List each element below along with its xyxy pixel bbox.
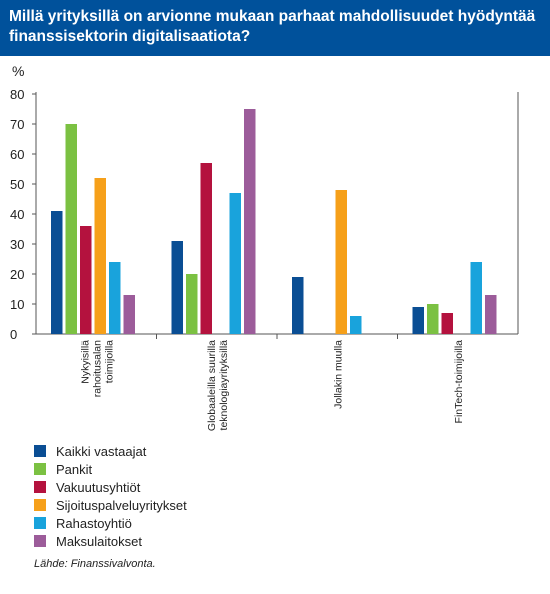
y-tick-label: 50 <box>10 177 24 192</box>
y-tick-label: 30 <box>10 237 24 252</box>
bar <box>350 316 362 334</box>
legend-swatch <box>34 481 46 493</box>
legend-swatch <box>34 463 46 475</box>
y-tick-label: 10 <box>10 297 24 312</box>
legend-label: Pankit <box>56 461 93 477</box>
bar <box>470 262 482 334</box>
y-tick-label: 80 <box>10 87 24 102</box>
bar <box>65 124 77 334</box>
bar <box>292 277 304 334</box>
legend-item: Vakuutusyhtiöt <box>34 478 187 496</box>
y-tick-label: 0 <box>10 327 17 342</box>
bar <box>186 274 198 334</box>
x-category-label: Globaaleilla suurilla <box>206 340 218 431</box>
legend-item: Sijoituspalveluyritykset <box>34 496 187 514</box>
source-note: Lähde: Finanssivalvonta. <box>34 558 156 570</box>
y-tick-label: 20 <box>10 267 24 282</box>
bar <box>441 313 453 334</box>
legend-swatch <box>34 445 46 457</box>
legend-label: Sijoituspalveluyritykset <box>56 497 187 513</box>
bar <box>51 211 63 334</box>
x-category-label: FinTech-toimijoilla <box>453 340 465 424</box>
bar <box>412 307 424 334</box>
chart-title: Millä yrityksillä on arvionne mukaan par… <box>9 8 536 45</box>
y-tick-label: 70 <box>10 117 24 132</box>
y-tick-label: 40 <box>10 207 24 222</box>
legend-swatch <box>34 499 46 511</box>
legend-label: Maksulaitokset <box>56 533 142 549</box>
bar <box>80 226 92 334</box>
y-axis-unit-label: % <box>12 63 24 79</box>
bar-chart: % 0 10 20 30 40 50 60 70 80 Nykyisillä rahoitusalan… <box>10 63 519 431</box>
bar <box>244 109 256 334</box>
x-category-label: Jollakin muulla <box>332 340 344 409</box>
legend-item: Maksulaitokset <box>34 532 187 550</box>
legend-label: Rahastoyhtiö <box>56 515 132 531</box>
bar <box>427 304 439 334</box>
bar <box>94 178 106 334</box>
x-category-label: teknologiayrityksillä <box>218 340 230 431</box>
x-category-label: rahoitusalan <box>91 340 103 397</box>
legend-item: Rahastoyhtiö <box>34 514 187 532</box>
legend-swatch <box>34 517 46 529</box>
legend-swatch <box>34 535 46 547</box>
bar <box>335 190 347 334</box>
y-tick-label: 60 <box>10 147 24 162</box>
bar <box>123 295 135 334</box>
legend-item: Kaikki vastaajat <box>34 442 187 460</box>
bar <box>229 193 241 334</box>
bar <box>485 295 497 334</box>
bar <box>200 163 212 334</box>
chart-legend: Kaikki vastaajat Pankit Vakuutusyhtiöt Sijo… <box>34 442 187 550</box>
x-category-label: toimijoilla <box>103 340 115 383</box>
legend-label: Kaikki vastaajat <box>56 443 147 459</box>
chart-header: Millä yrityksillä on arvionne mukaan par… <box>0 0 550 56</box>
bar <box>171 241 183 334</box>
legend-label: Vakuutusyhtiöt <box>56 479 141 495</box>
bar <box>109 262 121 334</box>
legend-item: Pankit <box>34 460 187 478</box>
x-category-label: Nykyisillä <box>79 340 91 384</box>
